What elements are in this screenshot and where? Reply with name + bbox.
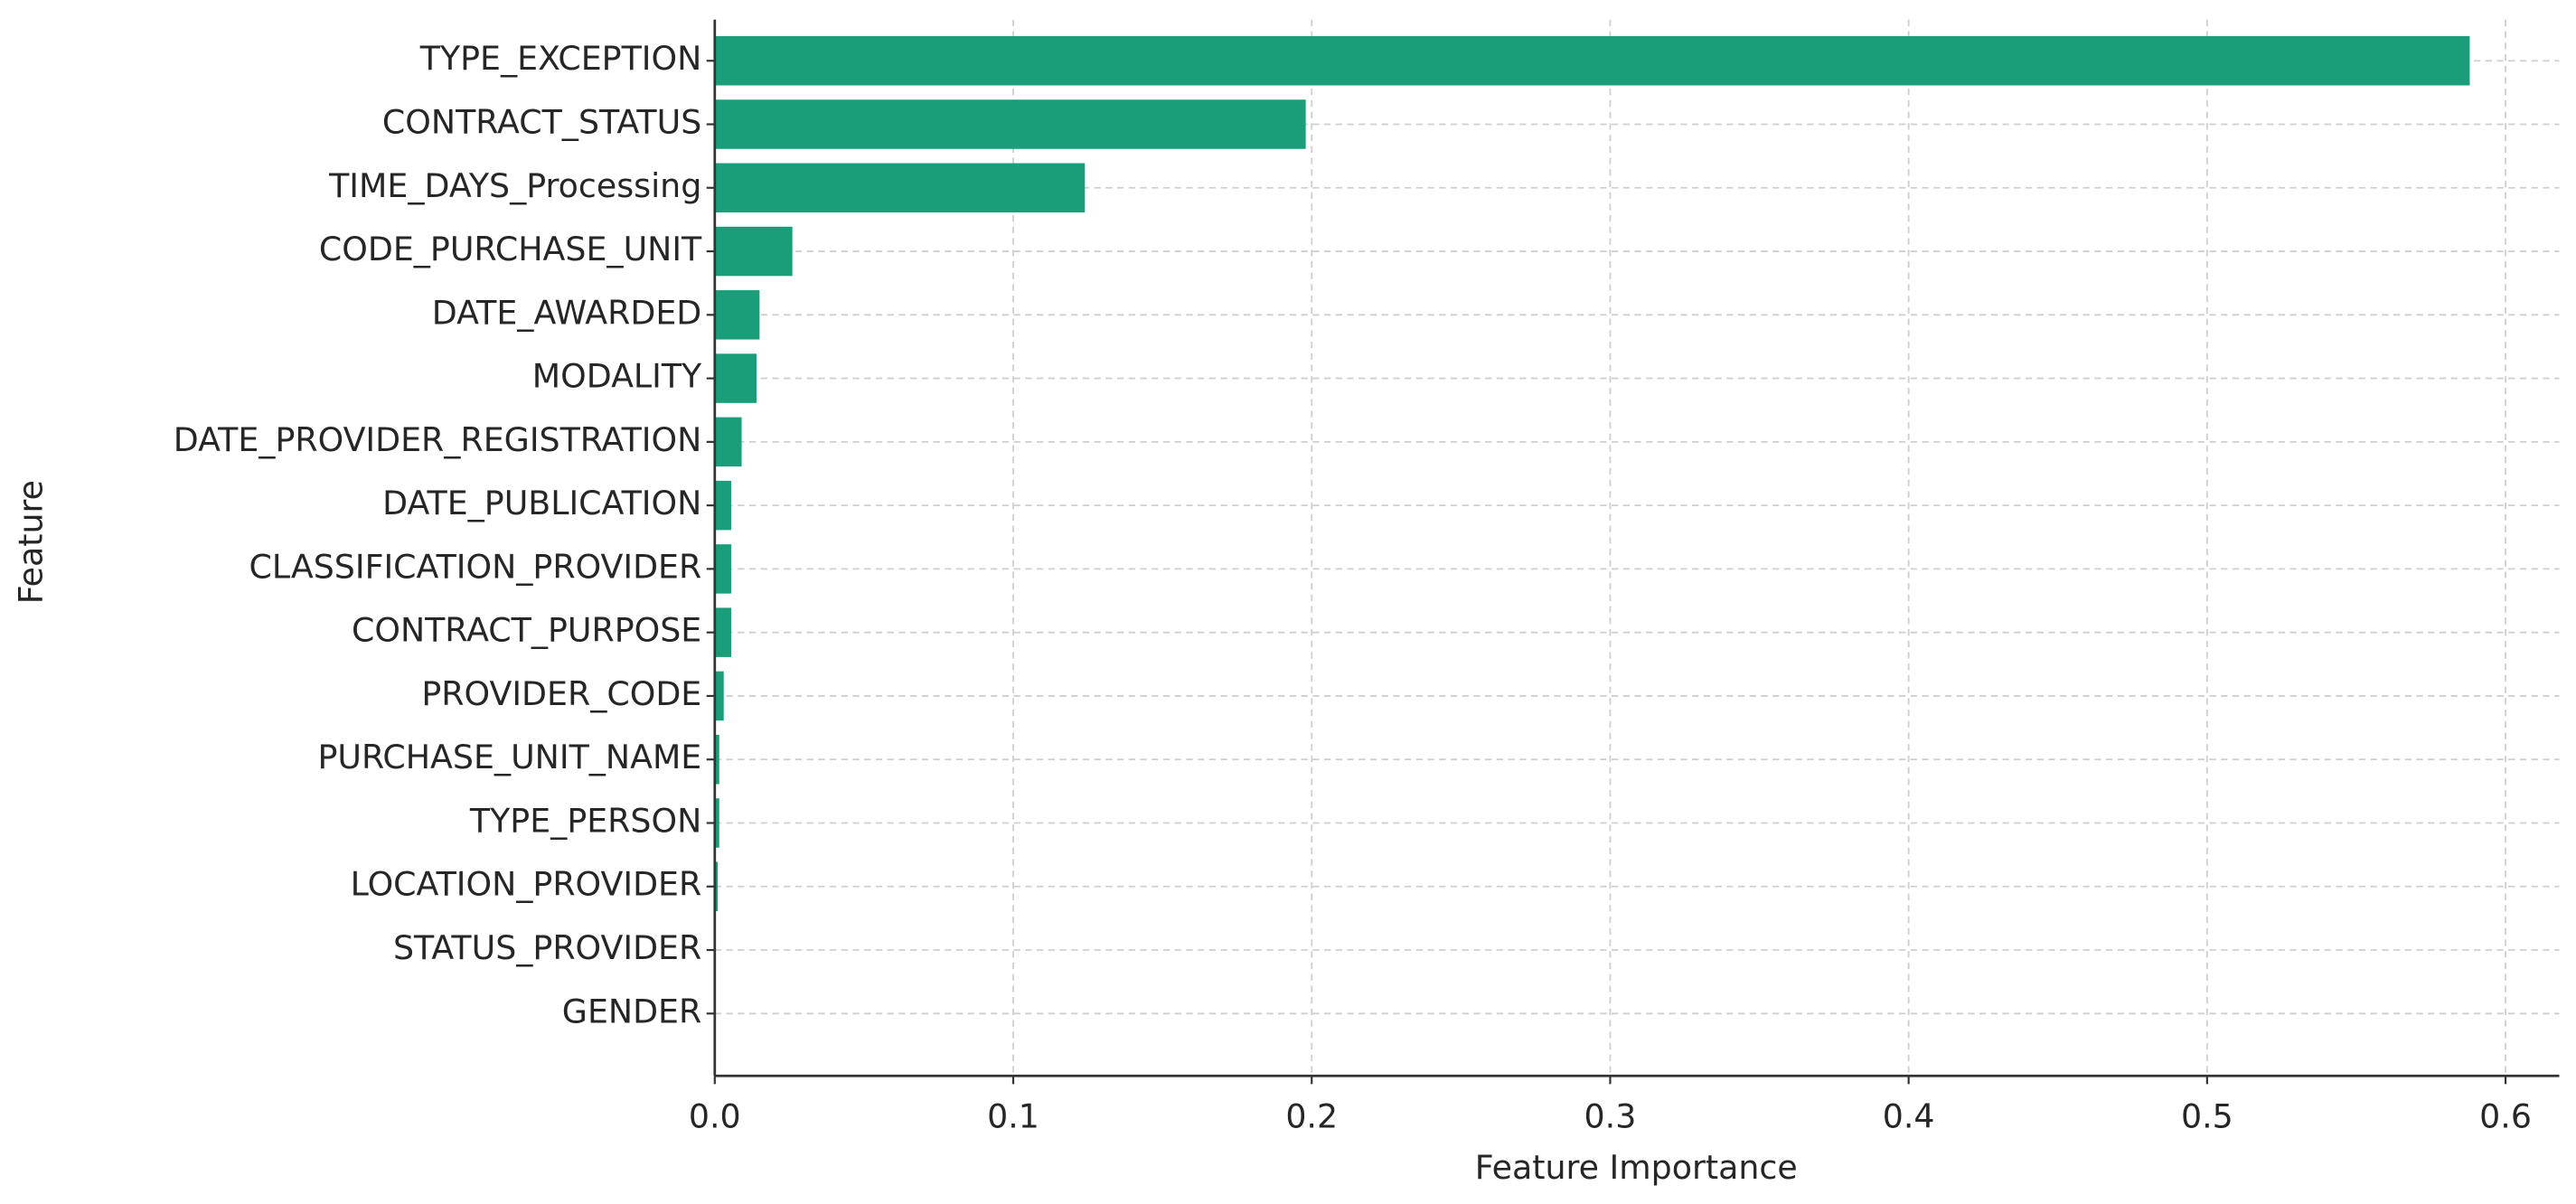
bar bbox=[714, 734, 719, 785]
bar bbox=[714, 480, 731, 531]
y-tick-label: TYPE_PERSON bbox=[469, 801, 701, 840]
y-tick-label: LOCATION_PROVIDER bbox=[351, 865, 702, 904]
x-tick-label: 0.4 bbox=[1883, 1097, 1935, 1136]
y-tick-label: DATE_AWARDED bbox=[432, 293, 701, 332]
y-tick-label: TYPE_EXCEPTION bbox=[419, 39, 702, 78]
bar bbox=[714, 226, 793, 277]
y-tick-label: PROVIDER_CODE bbox=[421, 674, 701, 713]
bar bbox=[714, 163, 1086, 213]
x-tick-label: 0.5 bbox=[2181, 1097, 2233, 1136]
y-tick-label: DATE_PROVIDER_REGISTRATION bbox=[174, 420, 701, 459]
y-tick-label: CLASSIFICATION_PROVIDER bbox=[249, 547, 701, 586]
bar bbox=[714, 798, 719, 848]
bar bbox=[714, 290, 760, 340]
y-tick-label: TIME_DAYS_Processing bbox=[328, 166, 701, 205]
x-tick-label: 0.6 bbox=[2479, 1097, 2532, 1136]
x-tick-label: 0.0 bbox=[689, 1097, 741, 1136]
bar bbox=[714, 544, 731, 594]
bar bbox=[714, 417, 742, 467]
y-tick-label: DATE_PUBLICATION bbox=[382, 484, 701, 522]
y-tick-label: STATUS_PROVIDER bbox=[393, 928, 701, 967]
bar bbox=[714, 671, 724, 721]
bar bbox=[714, 353, 757, 403]
y-tick-label: CODE_PURCHASE_UNIT bbox=[319, 230, 702, 268]
x-tick-label: 0.1 bbox=[987, 1097, 1039, 1136]
y-tick-label: MODALITY bbox=[532, 357, 702, 396]
y-tick-label: CONTRACT_STATUS bbox=[382, 103, 701, 142]
y-axis-label: Feature bbox=[12, 480, 51, 604]
y-tick-label: CONTRACT_PURPOSE bbox=[352, 611, 701, 650]
bar bbox=[714, 99, 1306, 149]
y-tick-label: PURCHASE_UNIT_NAME bbox=[317, 738, 701, 776]
x-tick-label: 0.2 bbox=[1285, 1097, 1338, 1136]
x-tick-label: 0.3 bbox=[1584, 1097, 1637, 1136]
bar bbox=[714, 607, 731, 657]
bar bbox=[714, 35, 2470, 86]
x-axis-label: Feature Importance bbox=[1475, 1148, 1798, 1187]
y-tick-label: GENDER bbox=[562, 992, 701, 1030]
bar bbox=[714, 861, 719, 912]
